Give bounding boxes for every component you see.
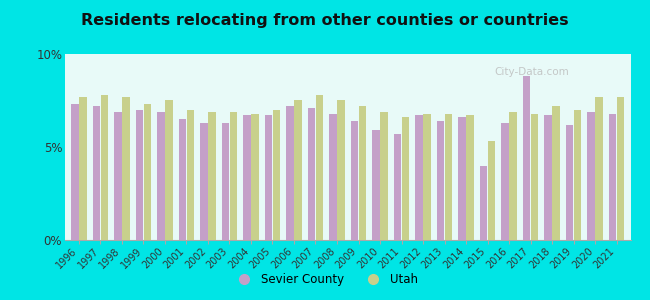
Bar [372,130,380,240]
Bar [402,117,410,240]
Bar [544,116,552,240]
Bar [329,113,337,240]
Bar [294,100,302,240]
Bar [222,123,229,240]
Bar [187,110,194,240]
Bar [595,97,603,240]
Bar [415,116,423,240]
Bar [488,141,495,240]
Bar [566,125,573,240]
Bar [157,112,164,240]
Bar [316,95,323,240]
Bar [208,112,216,240]
Bar [79,97,87,240]
Bar [574,110,581,240]
Bar [359,106,367,240]
Bar [423,113,431,240]
Bar [243,116,251,240]
Bar [337,100,345,240]
Bar [531,113,538,240]
Bar [394,134,401,240]
Legend: Sevier County, Utah: Sevier County, Utah [227,269,422,291]
Bar [252,113,259,240]
Bar [437,121,444,240]
Bar [587,112,595,240]
Bar [122,97,130,240]
Bar [265,116,272,240]
Bar [617,97,625,240]
Bar [179,119,186,240]
Bar [350,121,358,240]
Bar [71,104,79,240]
Bar [114,112,122,240]
Bar [510,112,517,240]
Bar [93,106,100,240]
Bar [144,104,151,240]
Bar [136,110,143,240]
Text: Residents relocating from other counties or countries: Residents relocating from other counties… [81,14,569,28]
Bar [552,106,560,240]
Bar [380,112,388,240]
Bar [286,106,294,240]
Bar [273,110,280,240]
Bar [200,123,207,240]
Bar [230,112,237,240]
Bar [501,123,509,240]
Bar [307,108,315,240]
Bar [480,166,488,240]
Bar [458,117,465,240]
Bar [523,76,530,240]
Text: City-Data.com: City-Data.com [495,67,569,77]
Bar [165,100,173,240]
Bar [608,113,616,240]
Bar [466,116,474,240]
Bar [445,113,452,240]
Bar [101,95,109,240]
